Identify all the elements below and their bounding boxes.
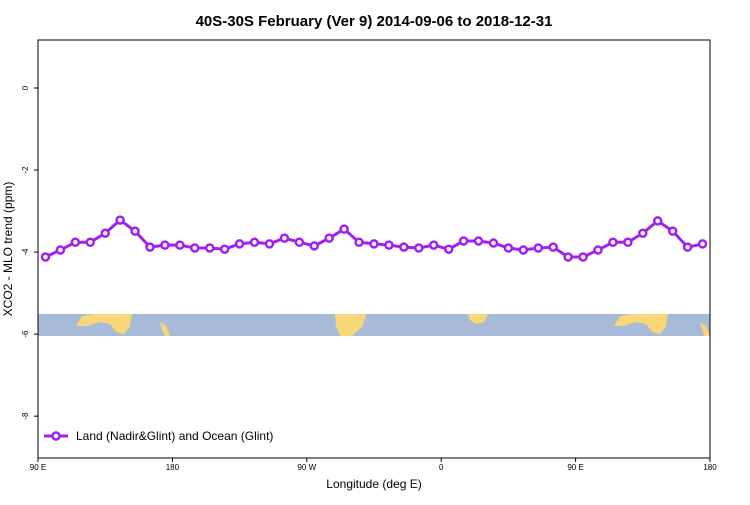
land: [335, 314, 366, 336]
land: [76, 314, 132, 334]
legend-label: Land (Nadir&Glint) and Ocean (Glint): [76, 429, 273, 443]
point: [384, 240, 394, 250]
series-line: [44, 218, 703, 259]
point: [533, 243, 544, 253]
point: [458, 236, 469, 246]
point: [309, 241, 320, 251]
plot-frame: [37, 39, 711, 459]
point: [40, 252, 51, 262]
point: [145, 242, 155, 252]
point: [667, 226, 678, 236]
land: [160, 322, 170, 336]
y-tick-label: -6: [21, 330, 30, 338]
y-tick-label: -4: [21, 248, 30, 256]
point: [428, 240, 439, 250]
y-tick-label: -8: [21, 412, 30, 420]
map-strip: [38, 314, 710, 336]
point: [473, 236, 484, 246]
point: [682, 242, 693, 252]
point: [593, 245, 603, 255]
y-tick-label: 0: [21, 85, 30, 90]
point: [623, 237, 633, 247]
point: [488, 238, 499, 248]
point: [175, 240, 185, 250]
point: [399, 242, 409, 252]
point: [578, 252, 588, 262]
point: [100, 228, 110, 238]
point: [503, 243, 514, 253]
point: [279, 233, 290, 243]
point: [443, 244, 454, 254]
chart-title: 40S-30S February (Ver 9) 2014-09-06 to 2…: [196, 13, 553, 30]
land: [614, 314, 668, 334]
land: [700, 322, 710, 336]
x-tick-label: 90 E: [30, 463, 46, 472]
point: [204, 243, 215, 253]
x-axis-label: Longitude (deg E): [326, 477, 421, 491]
point: [249, 237, 260, 247]
point: [697, 239, 708, 249]
ocean: [38, 314, 710, 336]
point: [85, 237, 96, 247]
land: [468, 314, 488, 324]
x-tick-label: 90 E: [567, 463, 583, 472]
x-tick-label: 0: [439, 463, 444, 472]
x-tick-label: 90 W: [297, 463, 316, 472]
x-tick-label: 180: [703, 463, 717, 472]
point: [234, 239, 245, 249]
point: [414, 243, 424, 253]
point: [55, 245, 66, 255]
point: [130, 226, 140, 236]
point: [548, 242, 558, 252]
point: [70, 237, 81, 247]
y-tick-label: -2: [21, 166, 30, 174]
point: [563, 252, 573, 262]
point: [219, 244, 230, 254]
point: [160, 240, 170, 250]
point: [264, 239, 275, 249]
y-axis-label: XCO2 - MLO trend (ppm): [1, 182, 15, 317]
point: [339, 224, 349, 234]
point: [115, 215, 125, 225]
point: [608, 237, 618, 247]
point: [652, 216, 663, 226]
point: [324, 233, 334, 243]
point: [294, 237, 305, 247]
point: [369, 239, 379, 249]
legend-marker: [51, 431, 61, 441]
point: [518, 245, 529, 255]
x-tick-label: 180: [166, 463, 180, 472]
point: [190, 243, 200, 253]
point: [354, 237, 364, 247]
point: [638, 228, 648, 238]
